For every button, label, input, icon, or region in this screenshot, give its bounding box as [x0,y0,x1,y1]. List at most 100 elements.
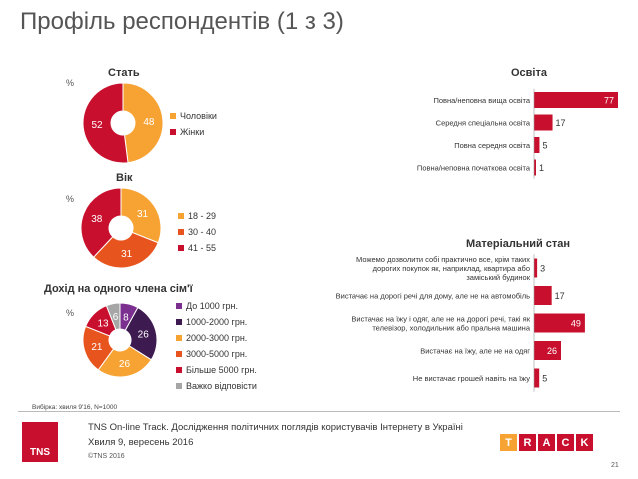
education-bar-value-2: 5 [542,141,547,151]
age-pie-chart: 31 31 38 [80,187,162,269]
income-legend-label-4: Більше 5000 грн. [186,365,257,375]
gender-pie-chart: 48 52 [82,82,164,164]
material-bar-value-3: 26 [547,346,557,356]
age-legend-label-2: 41 - 55 [188,243,217,253]
age-legend-label-1: 30 - 40 [188,227,217,237]
page-number: 21 [611,462,619,469]
education-bar-chart: 77 Повна/неповна вища освіта 17 Середня спе… [417,88,618,179]
gender-unit-label: % [66,78,75,88]
gender-value-label-1: 52 [91,120,103,131]
income-legend-label-3: 3000-5000 грн. [186,349,248,359]
gender-chart-title: Стать [108,67,140,79]
material-category-label-1: Вистачає на дорогі речі для дому, але не… [336,292,530,301]
age-value-label-0: 31 [137,209,149,220]
material-bar-0 [534,258,538,278]
age-legend-swatch-2 [178,245,184,251]
material-category-label-2: Вистачає на їжу і одяг, але не на дорогі… [351,315,530,333]
age-legend-label-0: 18 - 29 [188,211,217,221]
income-unit-label: % [66,308,75,318]
sample-note: Вибірка: хвиля 9'16, N=1000 [32,404,118,411]
material-bar-value-4: 5 [542,374,547,384]
gender-legend-item-1: Жінки [170,124,217,140]
income-legend: До 1000 грн. 1000-2000 грн. 2000-3000 грн.… [176,298,257,394]
material-bar-4 [534,368,540,388]
education-bar-value-3: 1 [539,163,544,173]
track-letter-c: C [557,434,574,451]
gender-legend-label-0: Чоловіки [180,111,217,121]
income-chart-title: Дохід на одного члена сім'ї [44,283,193,295]
income-value-label-4: 13 [97,319,109,330]
gender-legend-swatch-1 [170,129,176,135]
income-legend-item-2: 2000-3000 грн. [176,330,257,346]
tns-logo: TNS [22,422,58,462]
income-legend-label-5: Важко відповісти [186,381,257,391]
material-bar-value-2: 49 [571,319,581,329]
education-bar-3 [534,159,536,176]
footer-copyright: ©TNS 2016 [88,453,125,460]
material-chart-title: Матеріальний стан [466,238,571,250]
income-legend-swatch-4 [176,367,182,373]
education-bar-value-0: 77 [604,96,614,106]
material-bar-value-1: 17 [555,291,565,301]
age-legend-item-1: 30 - 40 [178,224,216,240]
income-legend-label-2: 2000-3000 грн. [186,333,248,343]
gender-legend: Чоловіки Жінки [170,108,217,140]
education-category-label-0: Повна/неповна вища освіта [433,96,530,105]
income-legend-swatch-2 [176,335,182,341]
age-legend: 18 - 29 30 - 40 41 - 55 [178,208,216,256]
education-bar-0 [534,92,618,108]
income-legend-item-4: Більше 5000 грн. [176,362,257,378]
age-value-label-1: 31 [121,249,133,260]
material-bar-3 [534,341,562,360]
age-value-label-2: 38 [91,214,103,225]
track-letter-r: R [519,434,536,451]
gender-slice-0 [122,82,164,164]
material-category-label-0: Можемо дозволити собі практично все, крі… [356,255,531,282]
income-legend-swatch-3 [176,351,182,357]
page-title: Профіль респондентів (1 з 3) [20,8,344,35]
income-pie-chart: 8 26 26 21 13 6 [82,302,158,378]
age-chart-title: Вік [116,172,133,184]
education-category-label-3: Повна/неповна початкова освіта [417,164,531,173]
income-slice-1 [124,306,158,361]
material-category-label-3: Вистачає на їжу, але не на одяг [420,347,530,356]
education-category-label-1: Середня спеціальна освіта [436,119,531,128]
track-letter-a: A [538,434,555,451]
gender-value-label-0: 48 [143,117,155,128]
income-legend-swatch-5 [176,383,182,389]
age-legend-swatch-1 [178,229,184,235]
income-value-label-1: 26 [138,330,150,341]
footer-divider [18,411,620,412]
income-legend-swatch-1 [176,319,182,325]
education-category-label-2: Повна середня освіта [454,141,531,150]
income-value-label-3: 21 [91,342,103,353]
income-legend-item-3: 3000-5000 грн. [176,346,257,362]
income-value-label-0: 8 [123,312,129,323]
income-legend-item-5: Важко відповісти [176,378,257,394]
material-bar-1 [534,286,552,305]
track-letter-k: K [576,434,593,451]
age-legend-item-0: 18 - 29 [178,208,216,224]
education-bar-1 [534,114,553,131]
income-slice-2 [97,345,152,378]
income-legend-label-1: 1000-2000 грн. [186,317,248,327]
income-legend-item-1: 1000-2000 грн. [176,314,257,330]
material-bar-2 [534,313,585,333]
material-bar-value-0: 3 [540,264,545,274]
education-bar-value-1: 17 [556,118,566,128]
footer-wave: Хвиля 9, вересень 2016 [88,437,194,448]
gender-slice-1 [82,82,129,164]
age-slice-1 [92,231,159,269]
age-unit-label: % [66,194,75,204]
material-bar-chart: 3 Можемо дозволити собі практично все, кр… [336,254,585,392]
material-category-label-4: Не вистачає грошей навіть на їжу [413,374,530,383]
income-legend-item-0: До 1000 грн. [176,298,257,314]
education-bar-2 [534,137,540,153]
education-chart-title: Освіта [511,67,547,79]
age-slice-2 [80,187,122,258]
gender-legend-swatch-0 [170,113,176,119]
age-legend-swatch-0 [178,213,184,219]
income-legend-label-0: До 1000 грн. [186,301,238,311]
age-legend-item-2: 41 - 55 [178,240,216,256]
income-value-label-2: 26 [119,359,131,370]
